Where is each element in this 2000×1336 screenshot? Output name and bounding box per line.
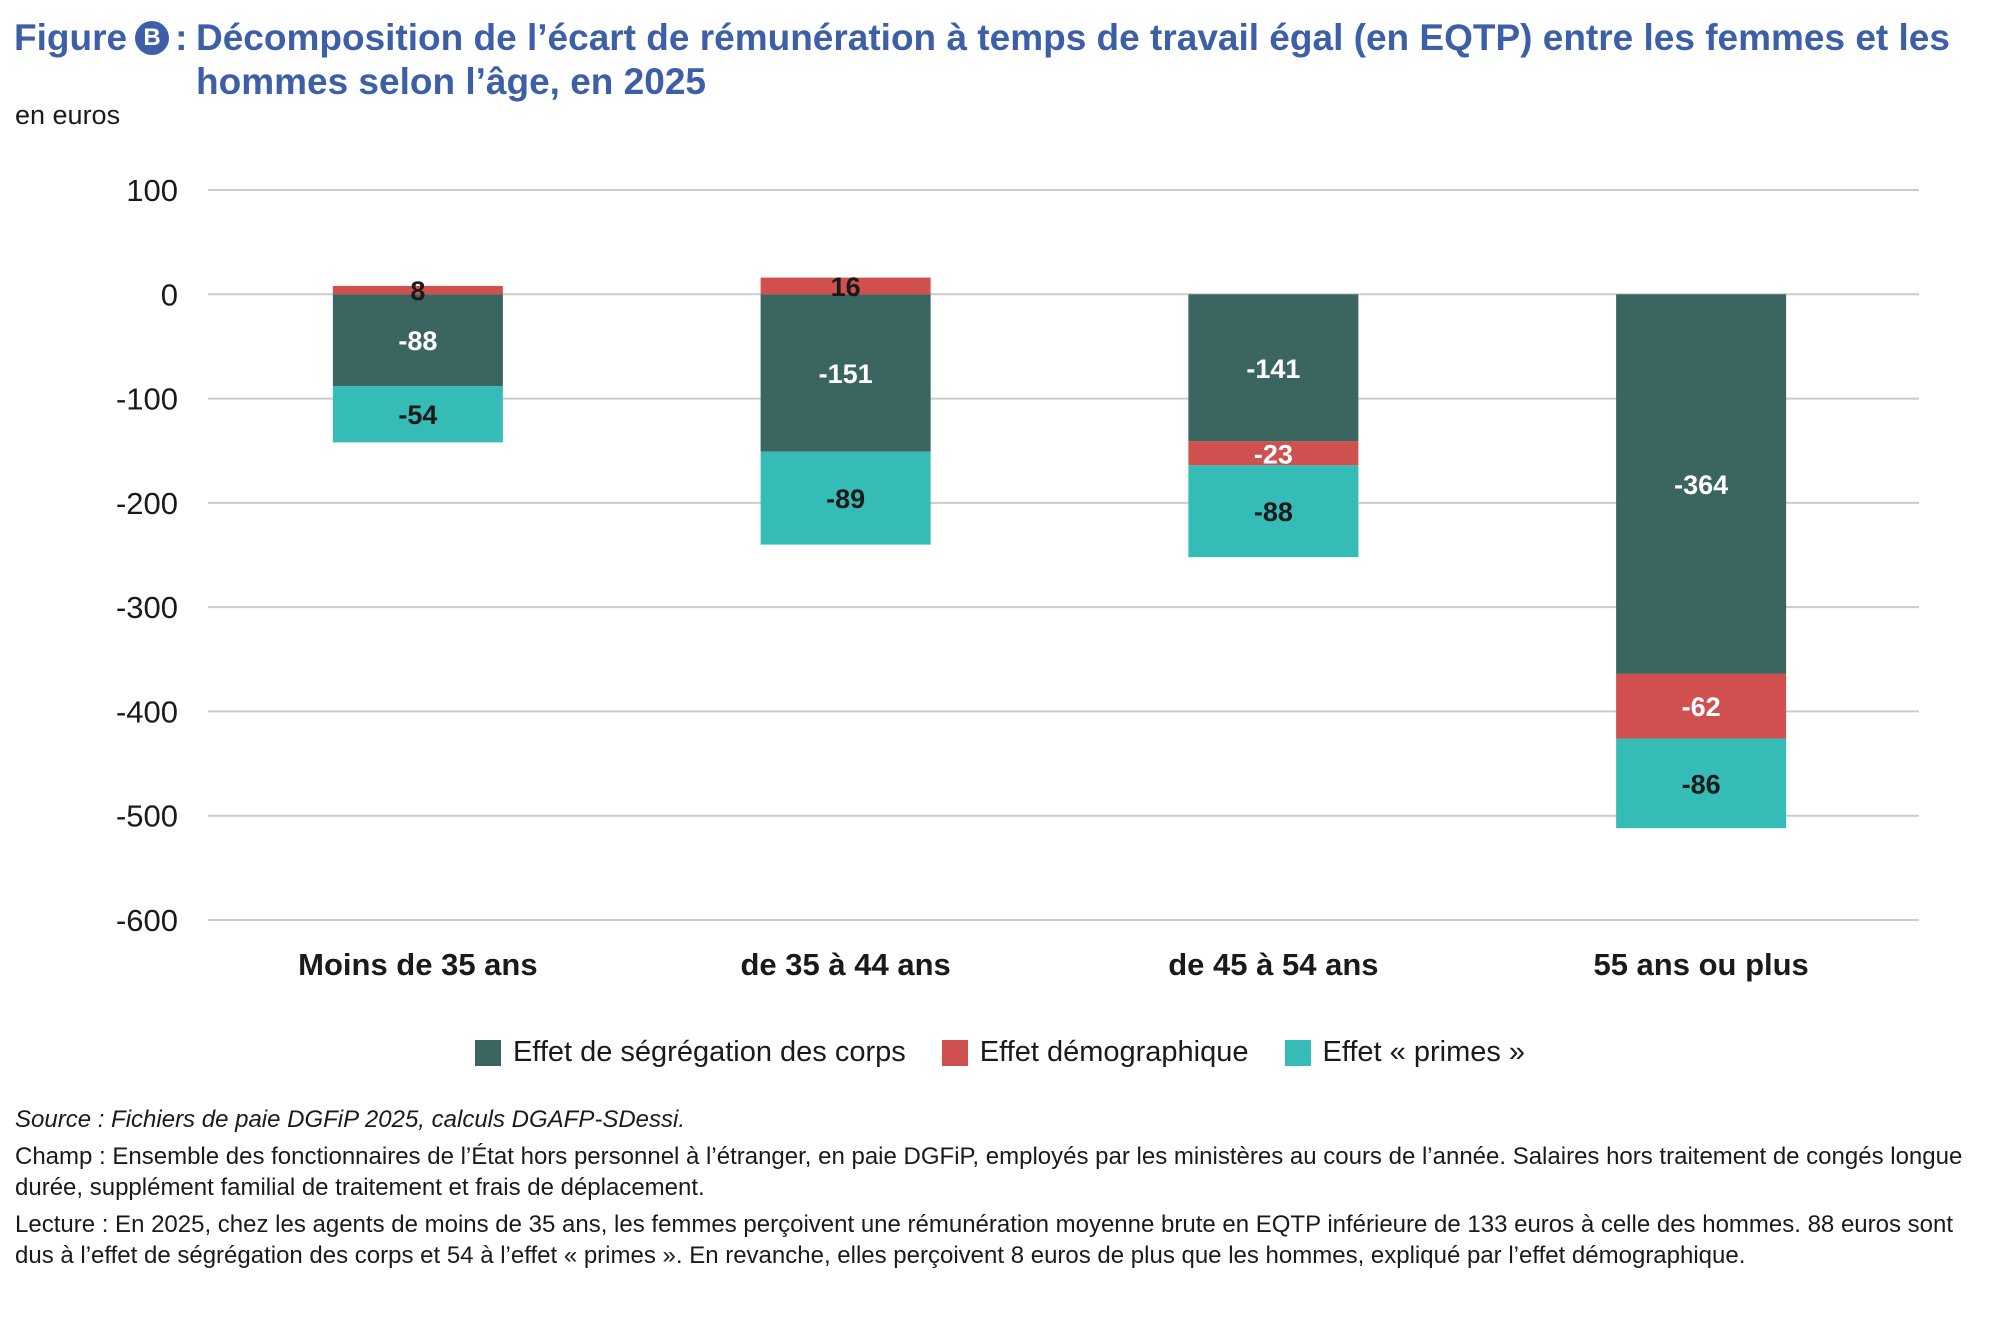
legend-swatch-demographique — [941, 1039, 968, 1066]
x-category-label: 55 ans ou plus — [1593, 947, 1808, 982]
bar-segment-segregation — [1188, 294, 1359, 442]
title-line-2: hommes selon l’âge, en 2025 — [196, 61, 706, 102]
y-tick-label: 0 — [161, 277, 178, 312]
value-label: -62 — [1682, 692, 1721, 722]
value-label: -89 — [826, 484, 865, 514]
value-label: 16 — [831, 272, 861, 302]
chart-title: Figure B : Décomposition de l’écart de r… — [14, 16, 1994, 104]
figure-label: Figure B : — [14, 16, 196, 60]
legend-item-segregation: Effet de ségrégation des corps — [474, 1036, 906, 1069]
bar-segment-demographique — [332, 285, 503, 295]
bar-segment-segregation — [332, 294, 503, 387]
legend-swatch-segregation — [474, 1039, 501, 1066]
champ-note: Champ : Ensemble des fonctionnaires de l… — [15, 1143, 1963, 1201]
bar-segment-demographique — [1188, 441, 1359, 466]
bar-segment-demographique — [1616, 673, 1787, 739]
y-tick-label: -400 — [116, 694, 178, 729]
stacked-bar-chart: 100 0 -100 -200 -300 -400 -500 -600 -88 8 -54 -151… — [116, 173, 1919, 982]
legend: Effet de ségrégation des corps Effet dém… — [0, 1036, 2000, 1069]
bar-segment-demographique — [760, 277, 931, 295]
y-tick-label: 100 — [126, 173, 178, 208]
legend-label: Effet « primes » — [1322, 1036, 1526, 1068]
value-label: -364 — [1674, 470, 1728, 500]
title-separator: : — [175, 17, 188, 58]
y-axis-unit-label: en euros — [15, 100, 121, 130]
value-label: -88 — [1254, 497, 1293, 527]
legend-label: Effet démographique — [979, 1036, 1249, 1068]
title-line-1: Décomposition de l’écart de rémunération… — [196, 17, 1950, 58]
bar-segment-primes — [1188, 465, 1359, 558]
value-label: -88 — [398, 326, 437, 356]
x-category-label: Moins de 35 ans — [298, 947, 537, 982]
bar-segment-segregation — [1616, 294, 1787, 674]
legend-item-demographique: Effet démographique — [941, 1036, 1249, 1069]
lecture-note: Lecture : En 2025, chez les agents de mo… — [15, 1211, 1954, 1269]
legend-swatch-primes — [1284, 1039, 1311, 1066]
y-tick-label: -100 — [116, 382, 178, 417]
bar-segment-primes — [1616, 738, 1787, 829]
value-label: -54 — [398, 400, 437, 430]
chart-notes: Source : Fichiers de paie DGFiP 2025, ca… — [15, 1104, 1990, 1277]
value-label: -151 — [819, 359, 873, 389]
x-axis-categories: Moins de 35 ans de 35 à 44 ans de 45 à 54 … — [298, 947, 1809, 982]
y-axis-ticks: 100 0 -100 -200 -300 -400 -500 -600 — [116, 173, 178, 938]
bar-segment-primes — [760, 451, 931, 545]
y-tick-label: -600 — [116, 903, 178, 938]
figure-prefix: Figure — [14, 17, 128, 58]
value-label: -23 — [1254, 439, 1293, 469]
figure-badge-icon: B — [135, 21, 170, 55]
legend-label: Effet de ségrégation des corps — [512, 1036, 906, 1068]
value-label: 8 — [410, 276, 425, 306]
bars — [332, 277, 1787, 829]
y-tick-label: -300 — [116, 590, 178, 625]
value-labels: -88 8 -54 -151 16 -89 -141 -23 -88 -364 -62 -86 — [398, 272, 1728, 799]
y-tick-label: -200 — [116, 486, 178, 521]
x-category-label: de 35 à 44 ans — [741, 947, 951, 982]
bar-segment-primes — [332, 386, 503, 443]
source-note: Source : Fichiers de paie DGFiP 2025, ca… — [15, 1106, 686, 1133]
value-label: -86 — [1682, 769, 1721, 799]
value-label: -141 — [1246, 354, 1300, 384]
legend-item-primes: Effet « primes » — [1284, 1036, 1526, 1069]
bar-segment-segregation — [760, 294, 931, 452]
y-tick-label: -500 — [116, 799, 178, 834]
x-category-label: de 45 à 54 ans — [1168, 947, 1378, 982]
